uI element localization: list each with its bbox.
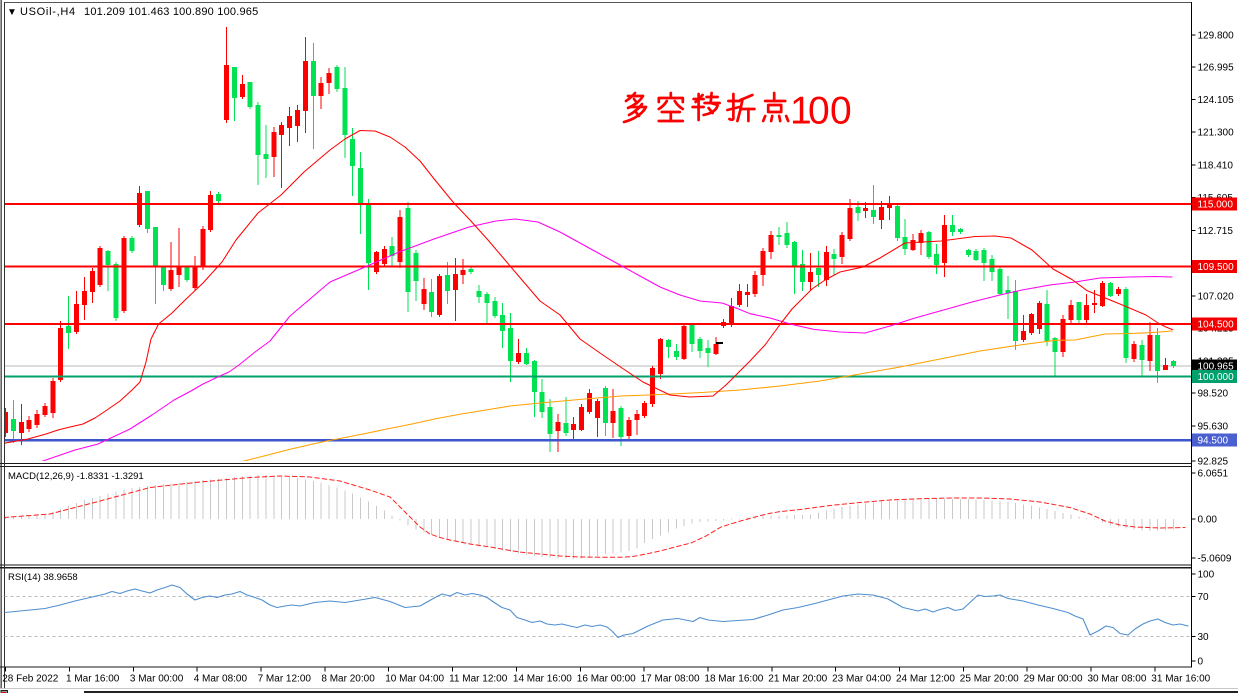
svg-text:31 Mar 16:00: 31 Mar 16:00 [1151, 674, 1210, 685]
svg-text:101.209 101.463 100.890 100.96: 101.209 101.463 100.890 100.965 [84, 6, 258, 18]
svg-text:109.500: 109.500 [1198, 262, 1235, 273]
svg-text:6.0651: 6.0651 [1198, 469, 1229, 480]
svg-text:107.020: 107.020 [1198, 292, 1235, 303]
svg-text:95.630: 95.630 [1198, 422, 1229, 433]
svg-text:115.000: 115.000 [1198, 200, 1234, 211]
svg-text:100.000: 100.000 [1198, 372, 1235, 383]
svg-text:MACD(12,26,9) -1.8331 -1.3291: MACD(12,26,9) -1.8331 -1.3291 [8, 471, 144, 482]
svg-text:129.800: 129.800 [1198, 31, 1235, 42]
svg-text:USOil-,H4: USOil-,H4 [20, 6, 76, 18]
svg-text:100.965: 100.965 [1198, 362, 1235, 373]
svg-text:10 Mar 04:00: 10 Mar 04:00 [385, 674, 444, 685]
svg-text:100: 100 [1198, 570, 1215, 581]
svg-text:16 Mar 00:00: 16 Mar 00:00 [577, 674, 636, 685]
svg-text:25 Mar 20:00: 25 Mar 20:00 [960, 674, 1019, 685]
svg-text:11 Mar 12:00: 11 Mar 12:00 [449, 674, 508, 685]
svg-text:17 Mar 08:00: 17 Mar 08:00 [641, 674, 700, 685]
svg-text:0: 0 [830, 90, 852, 133]
svg-text:118.410: 118.410 [1198, 161, 1234, 172]
svg-text:124.105: 124.105 [1198, 95, 1235, 106]
svg-text:1 Mar 16:00: 1 Mar 16:00 [66, 674, 120, 685]
svg-text:3 Mar 00:00: 3 Mar 00:00 [130, 674, 184, 685]
svg-text:30: 30 [1198, 632, 1210, 643]
svg-text:70: 70 [1198, 592, 1210, 603]
svg-text:112.715: 112.715 [1198, 226, 1234, 237]
svg-text:126.995: 126.995 [1198, 63, 1235, 74]
svg-text:4 Mar 08:00: 4 Mar 08:00 [194, 674, 248, 685]
svg-text:23 Mar 04:00: 23 Mar 04:00 [832, 674, 891, 685]
svg-text:24 Mar 12:00: 24 Mar 12:00 [896, 674, 955, 685]
svg-text:1: 1 [790, 90, 812, 133]
svg-text:28 Feb 2022: 28 Feb 2022 [2, 674, 59, 685]
svg-text:94.500: 94.500 [1198, 436, 1229, 447]
svg-text:29 Mar 00:00: 29 Mar 00:00 [1024, 674, 1083, 685]
svg-text:121.300: 121.300 [1198, 128, 1235, 139]
svg-text:7 Mar 12:00: 7 Mar 12:00 [258, 674, 312, 685]
svg-text:98.520: 98.520 [1198, 389, 1229, 400]
svg-text:0: 0 [1198, 657, 1204, 668]
svg-text:-5.0609: -5.0609 [1198, 554, 1232, 565]
svg-text:▼: ▼ [7, 7, 17, 18]
svg-text:104.500: 104.500 [1198, 320, 1235, 331]
svg-text:0.00: 0.00 [1198, 515, 1218, 526]
svg-text:0: 0 [808, 90, 830, 133]
svg-text:RSI(14) 38.9658: RSI(14) 38.9658 [8, 572, 78, 583]
svg-text:92.825: 92.825 [1198, 457, 1229, 468]
svg-text:14 Mar 16:00: 14 Mar 16:00 [513, 674, 572, 685]
svg-text:30 Mar 08:00: 30 Mar 08:00 [1088, 674, 1147, 685]
svg-text:21 Mar 20:00: 21 Mar 20:00 [768, 674, 827, 685]
svg-text:8 Mar 20:00: 8 Mar 20:00 [321, 674, 375, 685]
svg-text:18 Mar 16:00: 18 Mar 16:00 [704, 674, 763, 685]
